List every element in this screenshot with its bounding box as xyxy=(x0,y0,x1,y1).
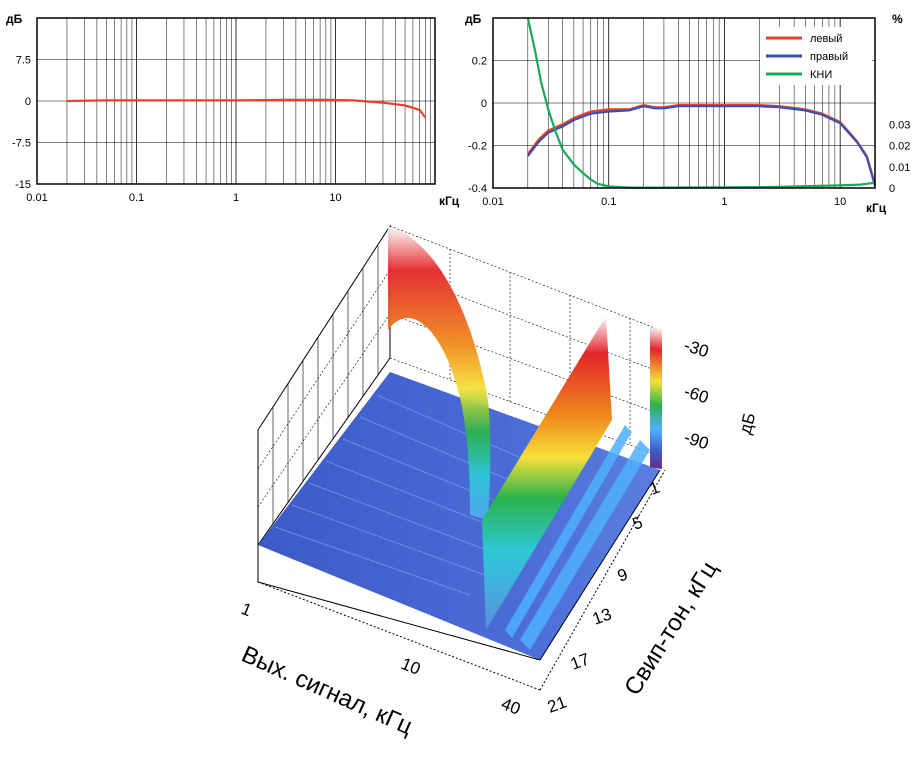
x-tick-label: 1 xyxy=(239,599,255,620)
x-tick-label: 1 xyxy=(233,192,239,204)
plot-frame xyxy=(36,17,436,185)
floor-texture xyxy=(274,394,561,596)
y-tick-label: -7.5 xyxy=(12,138,31,150)
y-tick-labels: 7.5 0 -7.5 -15 xyxy=(12,55,31,192)
y-tick-label: 1 xyxy=(647,478,662,499)
y-tick-labels: 0.2 0 -0.2 -0.4 xyxy=(468,56,487,196)
y-unit: дБ xyxy=(6,12,23,26)
x-tick-labels: 0.01 0.1 1 10 xyxy=(26,192,341,204)
series-line-2 xyxy=(526,17,876,189)
series-lines xyxy=(66,98,427,119)
y-tick-label: -15 xyxy=(15,179,31,191)
x-tick-label: 0.1 xyxy=(129,192,144,204)
y2-tick-labels: 0.03 0.02 0.01 0 xyxy=(889,119,910,195)
legend: левый правый КНИ xyxy=(760,27,872,85)
z-tick-label: -90 xyxy=(682,428,711,454)
z-tick-label: -30 xyxy=(682,336,711,362)
x-tick-label: 0.01 xyxy=(482,196,503,208)
x-tick-label: 40 xyxy=(499,694,524,719)
colorbar xyxy=(650,327,662,470)
y2-unit: % xyxy=(892,12,903,26)
right-harmonics xyxy=(505,425,650,650)
x-tick-labels: 0.01 0.1 1 10 xyxy=(482,196,846,208)
y-tick-label: 13 xyxy=(590,604,614,628)
y-tick-label: 0.2 xyxy=(472,56,487,68)
y-tick-label: 21 xyxy=(545,692,569,716)
x-axis-label: Вых. сигнал, кГц xyxy=(238,641,417,741)
y2-tick-label: 0.01 xyxy=(889,162,910,174)
x-tick-label: 1 xyxy=(721,196,727,208)
y2-tick-label: 0 xyxy=(889,183,895,195)
frequency-response-chart: 7.5 0 -7.5 -15 0.01 0.1 1 10 дБ кГц xyxy=(6,12,460,208)
legend-label-left: левый xyxy=(810,33,842,45)
y-axis-label: Свип-тон, кГц xyxy=(619,556,723,700)
z-unit: дБ xyxy=(736,411,760,436)
x-tick-label: 0.1 xyxy=(601,196,616,208)
y-tick-label: 17 xyxy=(568,649,592,673)
y-unit: дБ xyxy=(465,12,482,26)
series-lines xyxy=(526,17,877,189)
y-tick-label: 9 xyxy=(615,565,630,586)
x-unit: кГц xyxy=(866,201,887,215)
x-tick-label: 10 xyxy=(329,192,341,204)
x-tick-label: 10 xyxy=(399,654,424,679)
harmonic-ridge-curve xyxy=(388,226,491,520)
legend-label-right: правый xyxy=(810,51,848,63)
y-tick-label: 5 xyxy=(630,513,645,534)
axis-frame xyxy=(257,469,666,691)
balance-thd-chart: 0.2 0 -0.2 -0.4 0.03 0.02 0.01 0 0.01 0.1 1 10 дБ… xyxy=(465,12,910,215)
y-tick-label: 7.5 xyxy=(16,55,31,67)
y2-tick-label: 0.03 xyxy=(889,119,910,131)
plot-frame xyxy=(492,17,876,189)
waterfall-3d-chart: -30 -60 -90 дБ 1 5 9 13 17 21 Свип-тон, … xyxy=(238,224,760,741)
y-tick-label: 0 xyxy=(25,96,31,108)
y-tick-label: -0.2 xyxy=(468,141,487,153)
x-tick-label: 10 xyxy=(834,196,846,208)
series-line-0 xyxy=(66,98,427,119)
fundamental-ridge-wall xyxy=(482,316,612,630)
z-tick-label: -60 xyxy=(682,382,711,408)
y2-tick-label: 0.02 xyxy=(889,141,910,153)
y-tick-label: 0 xyxy=(481,98,487,110)
x-tick-label: 0.01 xyxy=(26,192,47,204)
y-tick-label: -0.4 xyxy=(468,183,487,195)
series-line-1 xyxy=(526,105,877,187)
legend-label-thd: КНИ xyxy=(810,69,832,81)
x-unit: кГц xyxy=(439,194,460,208)
